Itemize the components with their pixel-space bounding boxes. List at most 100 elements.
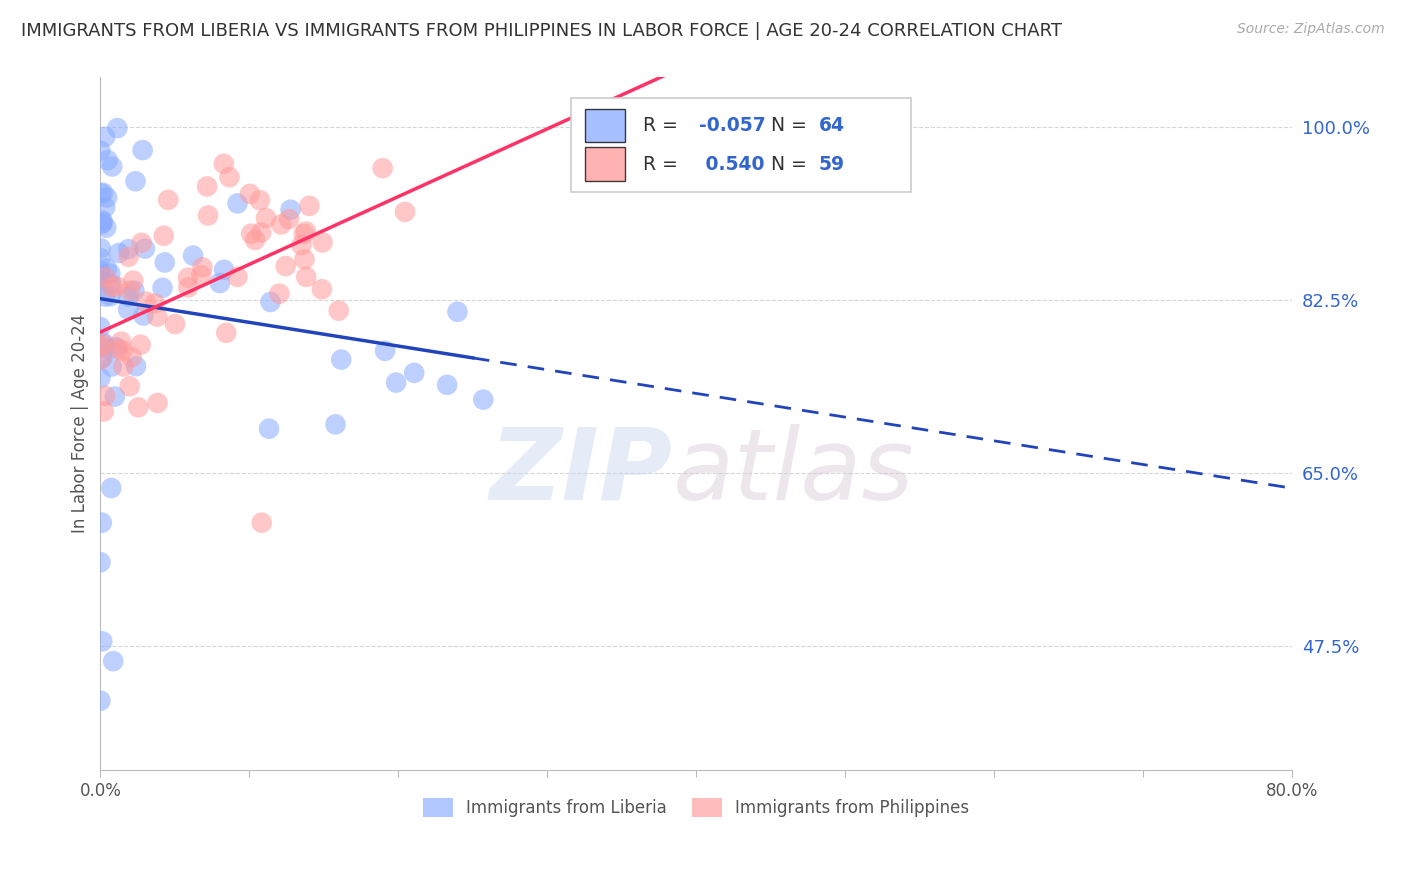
Point (270, 218, 292, 232)
Point (118, 379, 141, 393)
Point (146, 396, 169, 410)
Point (249, 193, 271, 207)
Point (100, 359, 122, 374)
Point (371, 161, 394, 175)
Point (292, 227, 315, 241)
Text: IMMIGRANTS FROM LIBERIA VS IMMIGRANTS FROM PHILIPPINES IN LABOR FORCE | AGE 20-2: IMMIGRANTS FROM LIBERIA VS IMMIGRANTS FR… (21, 22, 1062, 40)
Point (90, 186, 112, 201)
Point (91, 213, 114, 227)
Point (98, 289, 121, 303)
FancyBboxPatch shape (585, 109, 624, 142)
Point (98, 267, 121, 281)
Y-axis label: In Labor Force | Age 20-24: In Labor Force | Age 20-24 (72, 314, 89, 533)
Point (117, 289, 139, 303)
Point (212, 262, 235, 277)
Point (146, 310, 169, 324)
Legend: Immigrants from Liberia, Immigrants from Philippines: Immigrants from Liberia, Immigrants from… (416, 791, 976, 824)
Point (112, 359, 135, 374)
Point (91, 216, 114, 230)
Point (91, 336, 114, 351)
Point (243, 233, 266, 247)
Point (295, 224, 318, 238)
Point (311, 235, 333, 250)
Point (254, 211, 277, 225)
Point (90, 516, 112, 530)
Point (212, 157, 235, 171)
Point (131, 235, 153, 250)
Point (100, 481, 122, 495)
Point (105, 279, 128, 293)
Text: N =: N = (772, 116, 813, 135)
Point (103, 654, 125, 668)
Point (250, 226, 273, 240)
Point (124, 174, 146, 188)
Point (404, 366, 426, 380)
Text: R =: R = (643, 154, 683, 174)
Point (330, 352, 353, 367)
Point (89, 320, 111, 334)
Point (117, 250, 139, 264)
Point (118, 284, 141, 298)
FancyBboxPatch shape (571, 98, 911, 192)
Point (89, 694, 111, 708)
Point (100, 277, 122, 292)
Point (97, 153, 120, 168)
FancyBboxPatch shape (585, 147, 624, 181)
Point (89, 144, 111, 158)
Point (295, 270, 318, 285)
Point (385, 376, 408, 390)
Point (298, 199, 321, 213)
Point (250, 516, 273, 530)
Text: N =: N = (772, 154, 813, 174)
Point (472, 392, 495, 407)
Point (89, 264, 111, 278)
Point (94, 200, 117, 214)
Point (96, 220, 118, 235)
Point (91, 634, 114, 648)
Point (90, 339, 112, 353)
Point (93, 336, 115, 351)
Point (93, 404, 115, 418)
Point (259, 295, 281, 310)
Point (311, 282, 333, 296)
Point (91, 351, 114, 365)
Point (290, 238, 312, 252)
Point (108, 246, 131, 260)
Point (90, 217, 112, 231)
Point (96, 190, 118, 204)
Point (89, 555, 111, 569)
Point (105, 121, 128, 136)
Point (127, 401, 149, 415)
Point (280, 202, 302, 217)
Point (240, 227, 263, 241)
Point (101, 160, 124, 174)
Point (135, 294, 157, 309)
Point (278, 212, 301, 227)
Point (191, 260, 214, 275)
Point (274, 259, 297, 273)
Point (121, 350, 143, 364)
Point (436, 377, 458, 392)
Point (89, 272, 111, 286)
Point (328, 303, 350, 318)
Point (269, 286, 291, 301)
Point (134, 242, 156, 256)
Point (132, 309, 155, 323)
Point (96, 261, 118, 276)
Point (89, 371, 111, 385)
Point (124, 284, 146, 298)
Point (152, 281, 174, 295)
Point (208, 276, 231, 290)
Point (131, 143, 153, 157)
Point (94, 129, 117, 144)
Point (195, 179, 218, 194)
Point (100, 280, 122, 294)
Text: R =: R = (643, 116, 683, 135)
Point (143, 296, 166, 310)
Point (94, 289, 117, 303)
Point (294, 252, 316, 267)
Point (94, 341, 117, 355)
Text: 0.540: 0.540 (699, 154, 763, 174)
Point (226, 269, 249, 284)
Point (257, 422, 280, 436)
